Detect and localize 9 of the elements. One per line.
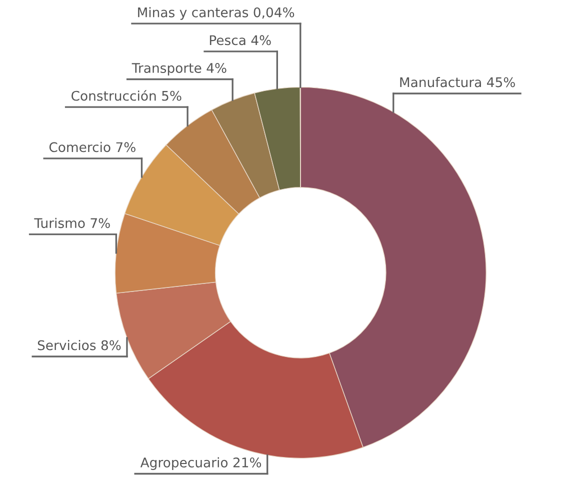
- slice-label: Construcción 5%: [72, 90, 182, 101]
- slice-label: Servicios 8%: [38, 340, 121, 350]
- slice-label: Manufactura 45%: [400, 77, 515, 88]
- slice-label: Comercio 7%: [49, 142, 136, 152]
- slice-label: Pesca 4%: [210, 35, 271, 46]
- slice-label: Agropecuario 21%: [140, 457, 262, 470]
- slice-label: Minas y canteras 0,04%: [138, 7, 294, 20]
- slice-label: Transporte 4%: [132, 63, 226, 76]
- slice-label: Turismo 7%: [34, 218, 110, 228]
